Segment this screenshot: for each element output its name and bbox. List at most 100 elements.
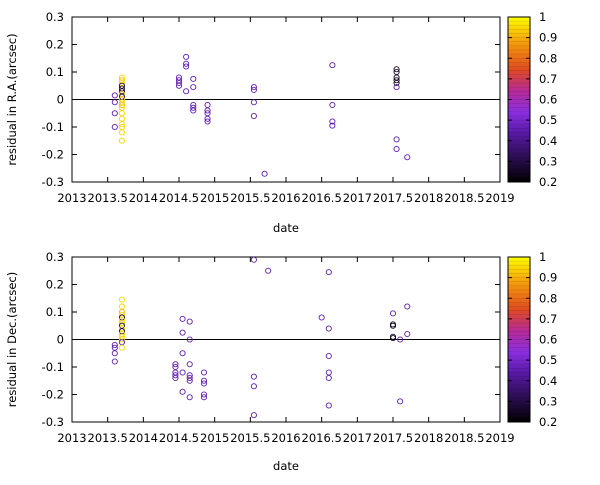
panel-2-data-point: [325, 269, 332, 276]
panel-2-data-point: [389, 310, 397, 317]
panel-1-data-point: [204, 115, 211, 122]
panel-2-y-tick-label: -0.1: [42, 360, 64, 374]
panel-2-data-point: [250, 383, 257, 390]
panel-1-data-point: [250, 86, 257, 93]
panel-1-data-point: [111, 123, 118, 131]
panel-1-data-point: [393, 79, 400, 87]
panel-2-y-tick-label: 0: [57, 333, 64, 347]
panel-1-y-tick-label: 0: [57, 93, 64, 107]
panel-2-data-point: [111, 358, 118, 365]
panel-1-y-axis-title: residual in R.A.(arcsec): [5, 33, 19, 165]
panel-2-colorbar-tick-label: 0.5: [539, 353, 557, 367]
panel-1-x-tick-label: 2014: [129, 191, 158, 205]
panel-1-x-axis-title: date: [273, 221, 299, 235]
panel-1-data-point: [393, 145, 400, 153]
panel-2-data-point: [118, 336, 125, 343]
panel-1-data-point: [175, 82, 183, 89]
panel-1-data-point: [118, 129, 125, 136]
panel-2-x-tick-label: 2015.5: [230, 431, 270, 445]
panel-2-data-point: [325, 325, 332, 332]
panel-2-data-point: [118, 296, 125, 303]
panel-1-colorbar-tick-label: 0.3: [539, 154, 557, 168]
panel-2-x-tick-label: 2018.5: [444, 431, 484, 445]
panel-2-colorbar-tick-label: 0.2: [539, 415, 557, 429]
panel-2-x-tick-label: 2013: [57, 431, 86, 445]
panel-1-x-tick-label: 2019: [485, 191, 514, 205]
panel-1-colorbar-tick-label: 0.2: [539, 175, 557, 189]
panel-2-data-point: [404, 303, 411, 310]
panel-1-data-point: [393, 136, 400, 143]
panel-2-data-point: [179, 350, 186, 357]
panel-2-data-point: [318, 314, 325, 321]
panel-1-data-point: [204, 118, 211, 125]
panel-2-data-point: [397, 336, 404, 343]
panel-2-data-point: [200, 394, 208, 401]
panel-2-data-point: [250, 412, 257, 419]
panel-2-y-tick-label: 0.1: [46, 305, 64, 319]
panel-1-x-tick-label: 2017: [343, 191, 372, 205]
panel-1-y-tick-label: 0.2: [46, 38, 64, 52]
panel-2-data-point: [179, 329, 186, 336]
panel-2-data-point: [325, 369, 332, 376]
panel-1-data-point: [250, 84, 257, 91]
panel-1-data-point: [329, 62, 336, 69]
panel-2-x-tick-label: 2016.5: [302, 431, 342, 445]
panel-2-x-tick-label: 2015: [200, 431, 229, 445]
panel-2-data-point: [172, 374, 179, 382]
panel-2-data-point: [325, 352, 332, 360]
panel-2-y-tick-label: 0.2: [46, 278, 64, 292]
panel-1-data-point: [250, 112, 257, 120]
panel-1-data-point: [118, 137, 125, 144]
panel-1-data-point: [183, 53, 190, 60]
panel-2-colorbar-tick-label: 0.4: [539, 374, 557, 388]
panel-1-data-point: [329, 118, 336, 125]
panel-2-y-tick-label: 0.3: [46, 250, 64, 264]
panel-1-data-point: [261, 170, 268, 177]
panel-2-x-axis-title: date: [273, 459, 299, 473]
panel-2-data-point: [118, 303, 125, 310]
panel-2-data-point: [186, 318, 193, 325]
panel-2-y-axis-title: residual in Dec.(arcsec): [5, 272, 19, 407]
panel-2-x-tick-label: 2014.5: [159, 431, 199, 445]
panel-2-x-tick-label: 2017: [343, 431, 372, 445]
panel-1-data-point: [183, 60, 190, 67]
panel-2-data-point: [186, 361, 193, 368]
panel-2-data-point: [325, 374, 332, 382]
panel-1-x-tick-label: 2014.5: [159, 191, 199, 205]
panel-2-data-point: [186, 336, 193, 343]
panel-2-data-point: [397, 398, 404, 405]
panel-2-data-point: [179, 315, 186, 322]
panel-1-data-point: [111, 99, 118, 106]
panel-2-data-point: [111, 350, 118, 357]
panel-1-y-tick-label: -0.2: [42, 148, 64, 162]
panel-1-data-point: [175, 79, 183, 87]
panel-1-colorbar-tick-label: 0.5: [539, 113, 557, 127]
panel-1-data-point: [329, 101, 336, 109]
panel-1-y-tick-label: 0.3: [46, 10, 64, 24]
panel-2-x-tick-label: 2018: [414, 431, 443, 445]
panel-1-data-point: [393, 77, 400, 84]
panel-1-x-tick-label: 2013.5: [88, 191, 128, 205]
panel-1-data-point: [118, 110, 125, 117]
panel-2-data-point: [265, 267, 272, 274]
panel-2-colorbar-tick-label: 0.3: [539, 394, 557, 408]
panel-2-data-point: [200, 380, 208, 387]
panel-2-data-point: [325, 402, 332, 409]
panel-1-colorbar-tick-label: 0.9: [539, 31, 557, 45]
panel-1-data-point: [204, 101, 211, 109]
panel-1-y-tick-label: -0.3: [42, 175, 64, 189]
panel-1-data-point: [190, 75, 197, 82]
panel-1-data-point: [111, 110, 118, 117]
panel-1-data-point: [190, 107, 197, 114]
panel-1-colorbar-tick-label: 0.4: [539, 134, 557, 148]
panel-2-colorbar-tick-label: 0.6: [539, 333, 557, 347]
panel-2-x-tick-label: 2014: [129, 431, 158, 445]
panel-2-data-point: [250, 373, 257, 380]
panel-2-y-tick-label: -0.3: [42, 415, 64, 429]
panel-2-data-point: [111, 341, 118, 349]
panel-1-data-point: [118, 101, 125, 109]
panel-2-x-tick-label: 2016: [271, 431, 300, 445]
panel-1-data-point: [393, 66, 400, 73]
panel-1-data-point: [190, 84, 197, 91]
